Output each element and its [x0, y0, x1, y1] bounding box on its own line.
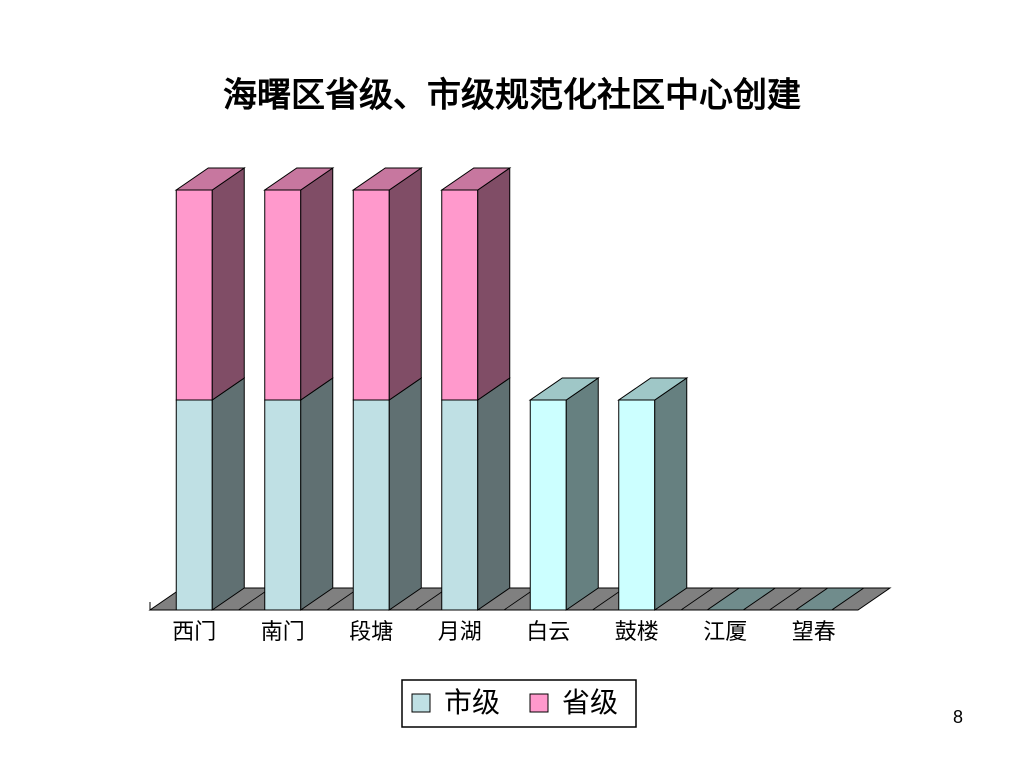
bar-top [794, 587, 866, 611]
bar-front [264, 189, 302, 401]
bar-segment [705, 587, 777, 611]
bar-segment [263, 167, 335, 401]
legend-swatch [411, 693, 431, 713]
bar-top [263, 167, 335, 191]
bar-segment [617, 377, 689, 611]
legend-swatch [529, 693, 549, 713]
bar-side [211, 167, 245, 401]
bar-segment [528, 377, 600, 611]
floor-divider [680, 587, 714, 611]
floor-divider [769, 587, 802, 611]
bar-segment [352, 377, 422, 611]
bar-top [351, 167, 423, 191]
bar-top [440, 167, 512, 191]
bar-top [528, 377, 600, 401]
x-tick-label: 望春 [792, 620, 836, 645]
bar-top [617, 377, 689, 401]
bar-front [441, 189, 479, 401]
bar-side [211, 377, 245, 611]
bar-front [352, 189, 390, 401]
bar-side [477, 377, 511, 611]
x-tick-label: 白云 [526, 620, 570, 645]
bar-front [529, 399, 567, 611]
bar-side [388, 167, 422, 401]
x-tick-label: 南门 [261, 620, 305, 645]
x-tick-label: 江厦 [703, 620, 747, 645]
x-tick-label: 月湖 [438, 620, 482, 645]
page-number: 8 [953, 707, 963, 727]
bar-front [175, 189, 213, 401]
legend-label: 省级 [562, 686, 618, 719]
bar-front [618, 399, 656, 611]
bar-segment [175, 377, 245, 611]
x-tick-label: 鼓楼 [615, 620, 659, 645]
bar-front [175, 399, 213, 611]
bar-segment [351, 167, 423, 401]
bar-segment [794, 587, 866, 611]
x-tick-label: 段塘 [349, 620, 393, 645]
chart-title: 海曙区省级、市级规范化社区中心创建 [223, 76, 801, 116]
bar-front [264, 399, 302, 611]
bar-segment [440, 167, 512, 401]
bar-side [477, 167, 511, 401]
bar-front [352, 399, 390, 611]
bar-side [300, 167, 334, 401]
bar-side [654, 377, 688, 611]
bar-side [565, 377, 599, 611]
bar-side [388, 377, 422, 611]
legend-box [401, 679, 637, 728]
legend-label: 市级 [444, 686, 500, 719]
bar-top [705, 587, 777, 611]
x-tick-label: 西门 [172, 620, 216, 645]
bar-segment [441, 377, 511, 611]
bar-segment [174, 167, 246, 401]
bar-segment [264, 377, 334, 611]
bar-top [174, 167, 246, 191]
bar-side [300, 377, 334, 611]
bar-front [441, 399, 479, 611]
